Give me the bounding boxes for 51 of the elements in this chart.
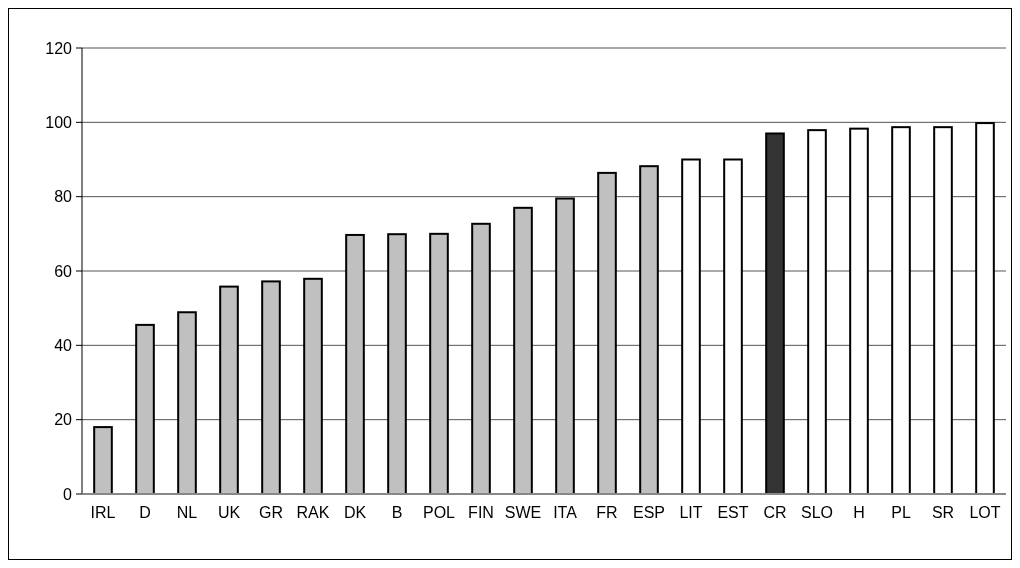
- x-tick-label: LIT: [679, 504, 703, 521]
- x-tick-label: D: [139, 504, 151, 521]
- bar: [135, 323, 155, 495]
- x-tick-label: FR: [596, 504, 618, 521]
- bar: [933, 126, 953, 495]
- x-tick-label: B: [391, 504, 403, 521]
- bar: [387, 233, 407, 495]
- bar: [765, 132, 785, 495]
- bar: [975, 122, 995, 495]
- bar: [681, 158, 701, 495]
- y-tick-label: 20: [54, 411, 73, 429]
- bar: [849, 127, 869, 495]
- x-tick-label: DK: [343, 504, 367, 521]
- bar: [345, 233, 365, 495]
- y-tick-label: 120: [45, 39, 73, 57]
- y-tick-label: 60: [54, 262, 73, 280]
- bar: [723, 158, 743, 495]
- bar: [513, 206, 533, 495]
- bar: [219, 285, 239, 495]
- x-tick-label: SWE: [504, 504, 542, 521]
- bar: [93, 426, 113, 495]
- x-tick-label: H: [853, 504, 865, 521]
- x-tick-label: PL: [891, 504, 911, 521]
- x-tick-label: EST: [717, 504, 749, 521]
- x-tick-label: SR: [931, 504, 955, 521]
- bar: [429, 232, 449, 495]
- bar: [471, 222, 491, 495]
- bar: [597, 171, 617, 495]
- x-tick-label: CR: [763, 504, 787, 521]
- bar: [261, 280, 281, 495]
- y-tick-label: 100: [45, 113, 73, 131]
- bar: [303, 277, 323, 495]
- bar: [177, 311, 197, 495]
- bar: [891, 126, 911, 495]
- x-tick-label: NL: [176, 504, 198, 521]
- bar: [639, 165, 659, 495]
- x-tick-label: FIN: [468, 504, 494, 521]
- x-tick-label: ITA: [553, 504, 578, 521]
- x-tick-label: UK: [217, 504, 241, 521]
- y-tick-label: 80: [54, 188, 73, 206]
- x-tick-label: RAK: [296, 504, 330, 521]
- x-tick-label: LOT: [969, 504, 1001, 521]
- y-tick-label: 40: [54, 336, 73, 354]
- bar: [807, 129, 827, 495]
- x-tick-label: POL: [422, 504, 456, 521]
- y-tick-label: 0: [63, 485, 73, 503]
- x-tick-label: ESP: [632, 504, 666, 521]
- x-tick-label: SLO: [800, 504, 834, 521]
- x-tick-label: GR: [259, 504, 283, 521]
- bar: [555, 197, 575, 495]
- x-tick-label: IRL: [90, 504, 116, 521]
